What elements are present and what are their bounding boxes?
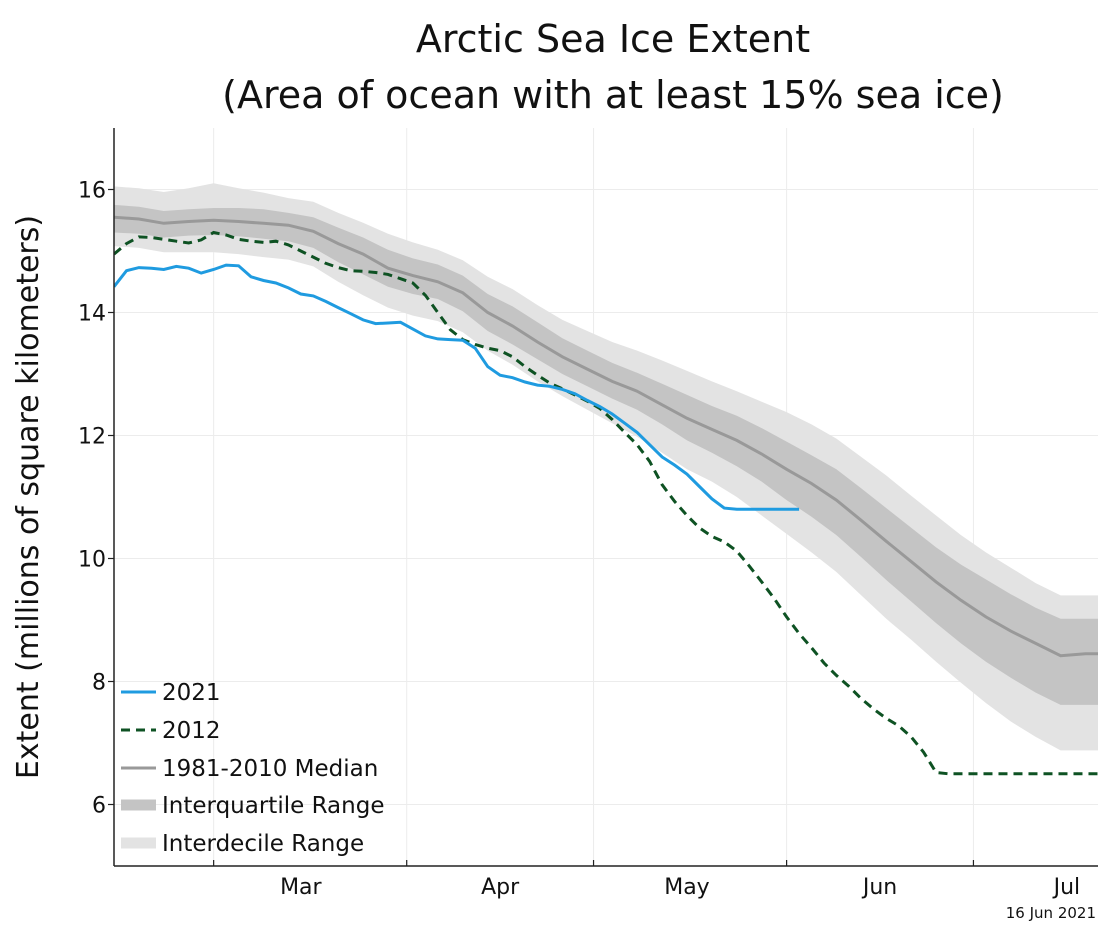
series-line-2021 bbox=[114, 263, 800, 511]
x-tick-label-jul: Jul bbox=[1052, 875, 1081, 900]
y-axis-label: Extent (millions of square kilometers) bbox=[11, 215, 46, 779]
legend-label-iqr: Interquartile Range bbox=[162, 793, 384, 819]
legend-label-idr: Interdecile Range bbox=[162, 831, 364, 857]
interdecile-range-band bbox=[114, 183, 1098, 751]
y-tick-label-10: 10 bbox=[78, 548, 106, 573]
y-tick-label-14: 14 bbox=[78, 302, 106, 327]
series-line-2012 bbox=[114, 230, 1098, 776]
y-tick-label-8: 8 bbox=[92, 671, 106, 696]
y-tick-label-12: 12 bbox=[78, 425, 106, 450]
legend-label-median: 1981-2010 Median bbox=[162, 756, 378, 782]
y-tick-label-16: 16 bbox=[78, 179, 106, 204]
y-tick-label-6: 6 bbox=[92, 794, 106, 819]
x-tick-label-apr: Apr bbox=[481, 875, 520, 900]
chart-title-line2: (Area of ocean with at least 15% sea ice… bbox=[222, 73, 1004, 117]
legend-label-2021: 2021 bbox=[162, 680, 221, 706]
chart-title-line1: Arctic Sea Ice Extent bbox=[416, 17, 810, 61]
x-tick-label-may: May bbox=[664, 875, 709, 900]
plot-area: 6 8 10 12 14 16 Mar Apr May Jun Jul bbox=[78, 128, 1098, 900]
series-line-median bbox=[114, 215, 1098, 658]
x-tick-label-jun: Jun bbox=[861, 875, 897, 900]
x-tick-label-mar: Mar bbox=[280, 875, 322, 900]
legend: 2021 2012 1981-2010 Median Interquartile… bbox=[121, 680, 384, 857]
legend-label-2012: 2012 bbox=[162, 718, 221, 744]
date-stamp: 16 Jun 2021 bbox=[1006, 904, 1096, 922]
interquartile-range-band bbox=[114, 204, 1098, 705]
